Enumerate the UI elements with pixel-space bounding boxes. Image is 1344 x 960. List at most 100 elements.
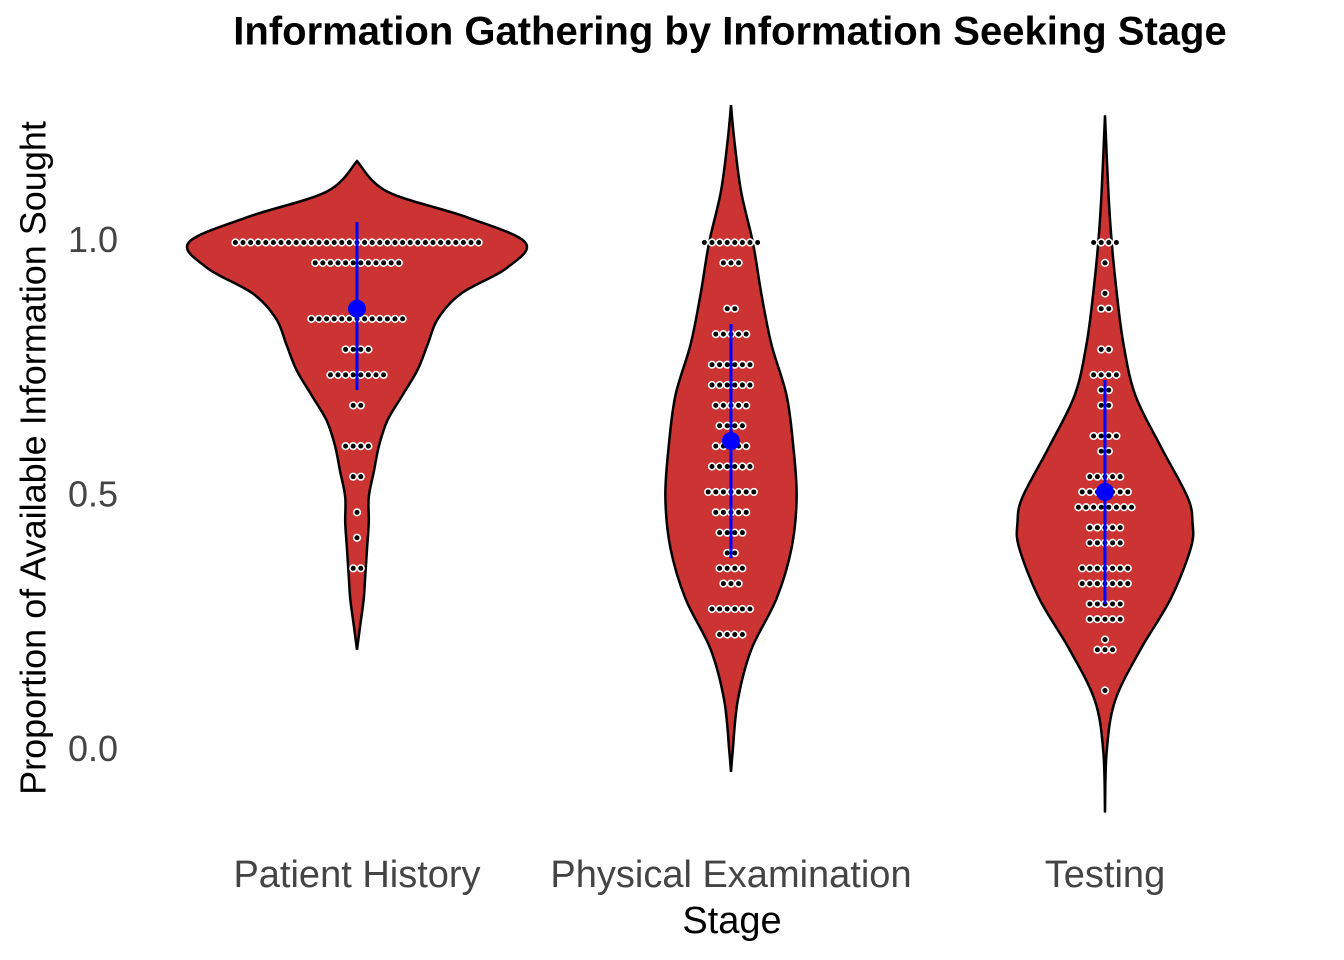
x-axis-label: Stage [682, 900, 781, 942]
dot [1112, 238, 1121, 247]
dot [1108, 564, 1117, 573]
dot [1112, 431, 1121, 441]
dot [749, 487, 758, 497]
dot [1123, 487, 1132, 497]
dot [1089, 238, 1098, 247]
dot [466, 238, 476, 247]
dot [1108, 645, 1117, 654]
dot [704, 487, 713, 497]
dot [352, 508, 362, 517]
dot [1078, 487, 1087, 497]
dot [738, 528, 747, 537]
y-axis-label: Proportion of Available Information Soug… [13, 121, 54, 795]
dot [356, 442, 365, 451]
dot [379, 370, 388, 379]
dot [333, 370, 343, 379]
dot-stack [1100, 635, 1110, 644]
dot [707, 238, 717, 247]
dot [341, 345, 350, 354]
dot [715, 564, 724, 573]
dot [246, 238, 255, 247]
y-tick-label: 1.0 [68, 219, 118, 260]
dot [734, 508, 743, 517]
dot [356, 472, 365, 481]
dot [738, 564, 747, 573]
dot-stack [1089, 238, 1121, 247]
dot [360, 238, 369, 247]
dot [719, 487, 728, 497]
dot [364, 345, 373, 354]
dot [459, 238, 468, 247]
dot [745, 604, 755, 614]
dot [368, 314, 377, 323]
dot [299, 238, 308, 247]
dot [364, 370, 373, 379]
dot [1108, 538, 1117, 547]
dot [371, 370, 381, 379]
dot [711, 401, 720, 410]
dot [371, 258, 381, 267]
x-tick-label: Testing [1045, 854, 1165, 896]
dot [707, 604, 717, 614]
dot [711, 330, 720, 339]
mean-point [1096, 482, 1114, 501]
dot [742, 508, 751, 517]
dot-stack [1078, 579, 1132, 588]
mean-point [348, 299, 366, 318]
dot-stack [352, 508, 362, 517]
dot [326, 370, 335, 379]
dot [284, 238, 293, 247]
dot [1112, 370, 1121, 379]
dot [406, 238, 415, 247]
dot [254, 238, 263, 247]
dot-stack [1089, 431, 1121, 441]
mean-point [722, 432, 740, 451]
dot [1116, 472, 1125, 481]
dot [1108, 599, 1117, 609]
dot-stack [341, 345, 373, 354]
dot [730, 630, 739, 639]
dot [1104, 304, 1113, 313]
dot [292, 238, 301, 247]
dot [276, 238, 286, 247]
dot [349, 442, 358, 451]
dot [398, 314, 407, 323]
dot [1112, 503, 1121, 512]
dot [730, 604, 739, 614]
dot [1093, 615, 1102, 624]
dot-stack [326, 370, 388, 379]
dot-stack [719, 258, 743, 267]
dot [742, 330, 751, 339]
dot-stack [352, 533, 362, 542]
dot [394, 258, 403, 267]
dot [1078, 564, 1087, 573]
dot [1116, 564, 1125, 573]
dot [707, 360, 717, 369]
dot [390, 238, 400, 247]
dot [719, 258, 728, 267]
dot [1085, 487, 1094, 497]
dot-stack [341, 442, 373, 451]
dot [738, 630, 747, 639]
dot [261, 238, 270, 247]
dot [349, 401, 358, 410]
dot-stack [1100, 289, 1110, 298]
dot [726, 579, 736, 588]
dot [307, 238, 316, 247]
dot [723, 564, 732, 573]
dot [1100, 258, 1110, 267]
dot-stack [1093, 645, 1117, 654]
dot [719, 579, 728, 588]
dot [719, 401, 728, 410]
dot [1104, 238, 1113, 247]
dot [1116, 599, 1125, 609]
dot-stack [311, 258, 403, 267]
dot [753, 238, 762, 247]
dot [742, 442, 751, 451]
dot-stack [715, 630, 747, 639]
dot [1081, 503, 1091, 512]
dot [1108, 615, 1117, 624]
dot [745, 380, 755, 390]
x-tick-label: Physical Examination [550, 854, 911, 896]
dot-stack [1085, 523, 1125, 532]
